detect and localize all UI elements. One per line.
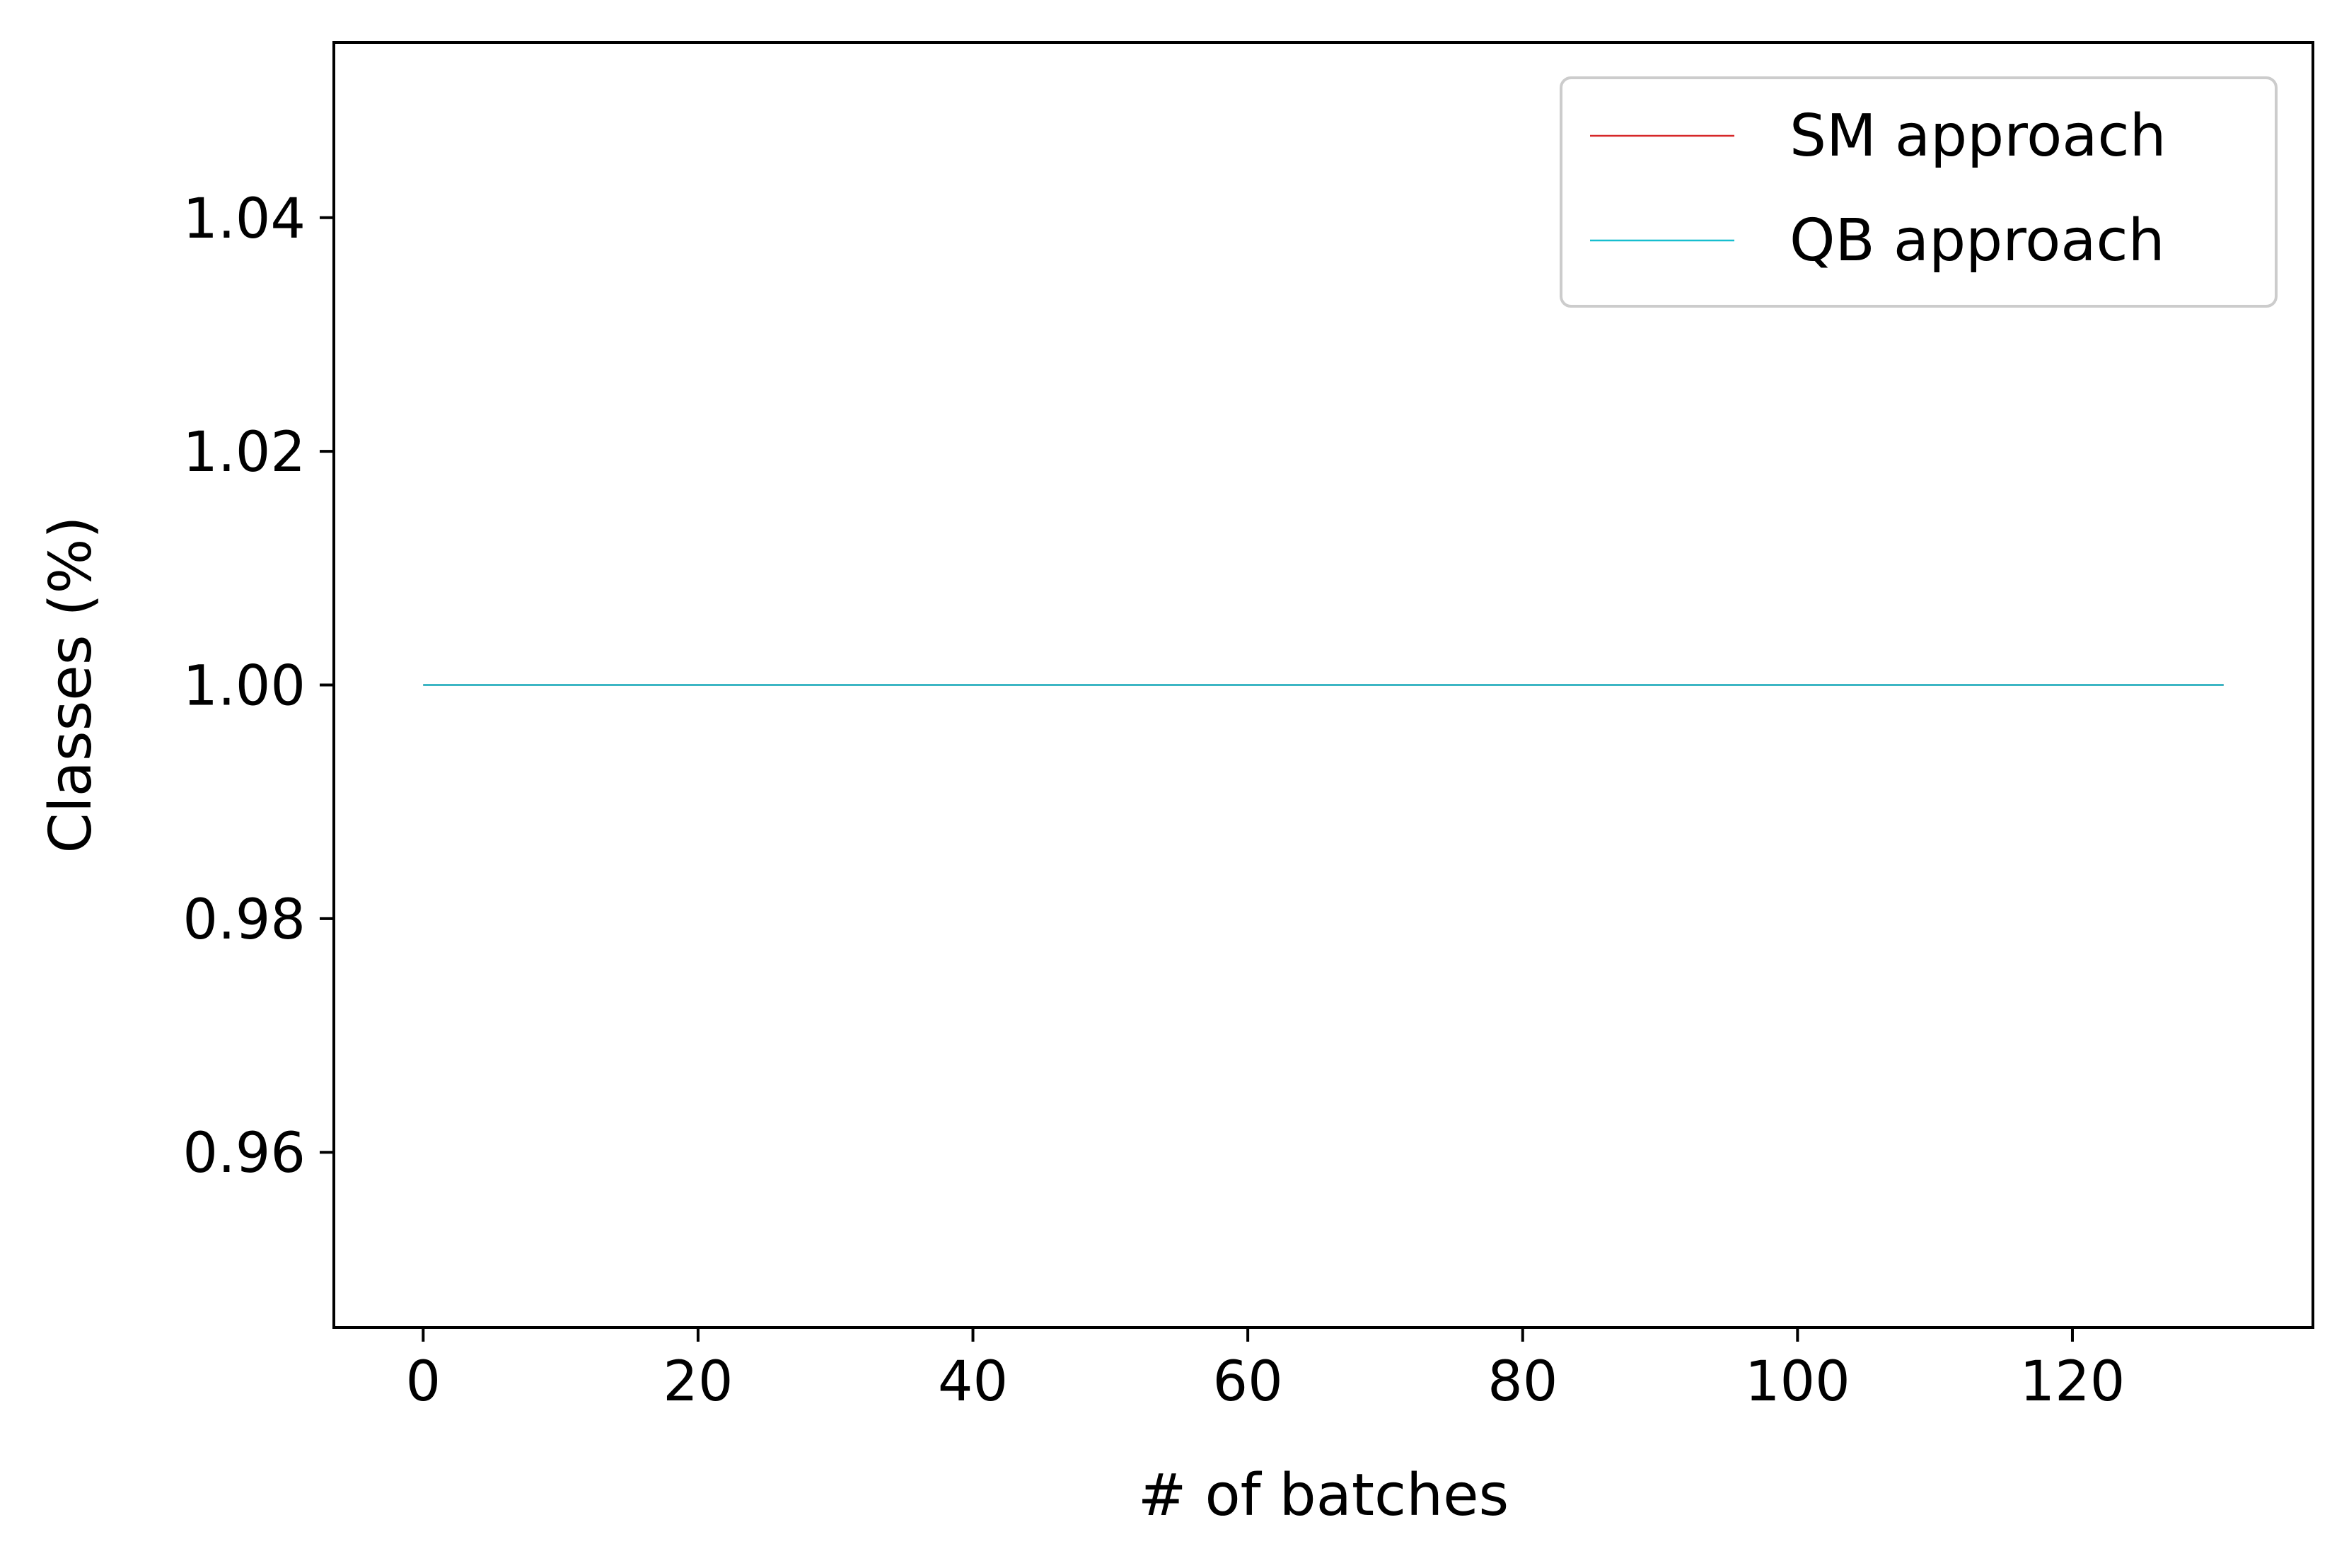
x-axis-label: # of batches	[1138, 1462, 1509, 1529]
legend-label: SM approach	[1790, 103, 2167, 170]
legend: SM approach QB approach	[1560, 76, 2278, 308]
x-tick-label: 80	[1487, 1350, 1558, 1414]
y-tick-label: 1.00	[182, 655, 306, 719]
y-tick-label: 1.04	[182, 187, 306, 251]
y-tick-label: 0.96	[182, 1122, 306, 1185]
y-axis-label: Classes (%)	[37, 516, 105, 854]
x-tick-label: 0	[405, 1350, 441, 1414]
x-tick-label: 40	[938, 1350, 1008, 1414]
x-tick-label: 100	[1745, 1350, 1850, 1414]
y-axis: 0.96 0.98 1.00 1.02 1.04	[182, 187, 334, 1185]
legend-box	[1560, 76, 2278, 308]
x-tick-label: 20	[663, 1350, 733, 1414]
y-tick-label: 1.02	[182, 421, 306, 484]
y-tick-label: 0.98	[182, 888, 306, 952]
x-axis: 0 20 40 60 80 100 120	[405, 1328, 2125, 1414]
x-tick-label: 60	[1212, 1350, 1282, 1414]
x-tick-label: 120	[2020, 1350, 2125, 1414]
legend-label: QB approach	[1790, 207, 2165, 274]
